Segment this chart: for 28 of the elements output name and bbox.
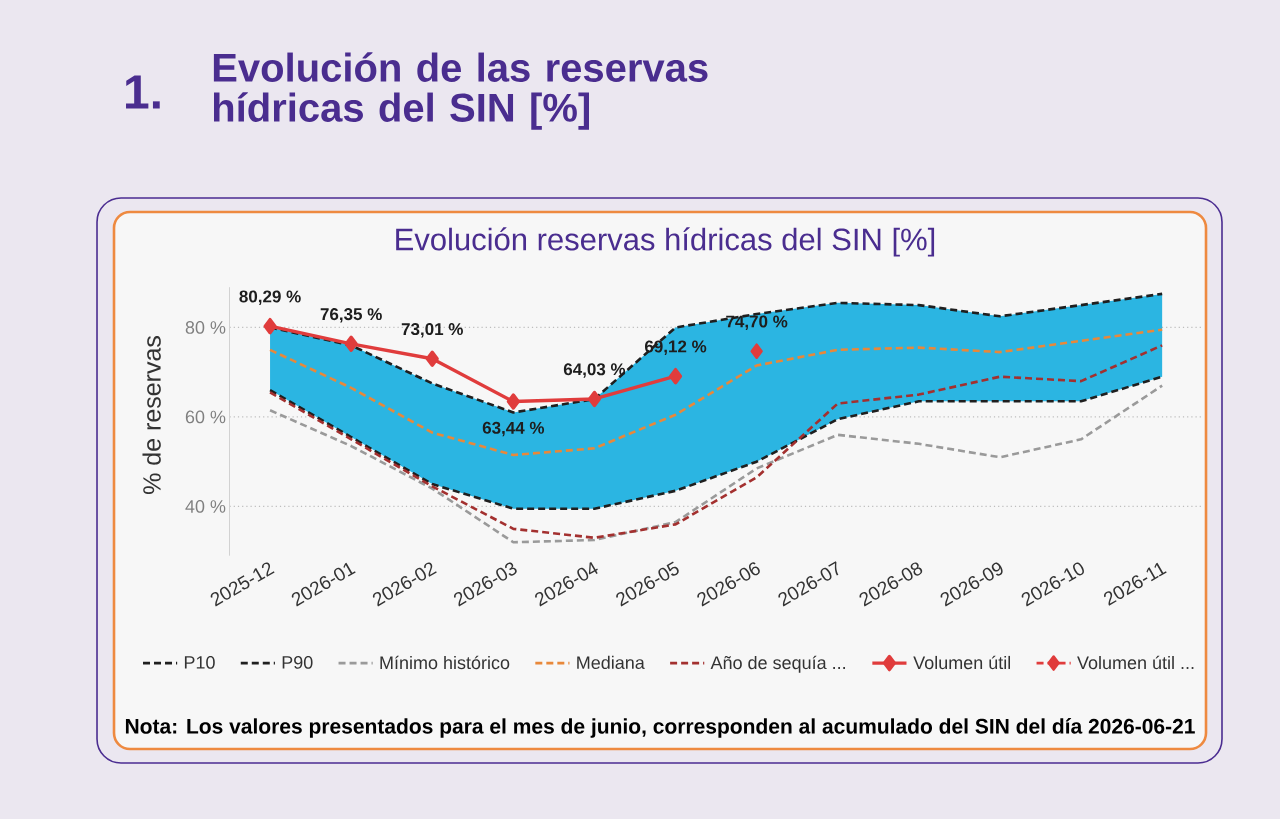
chart-title: Evolución de las reservas hídricas del SIN [%] [213,52,708,130]
point [750,343,763,359]
legend-label: Volumen útil [913,655,1011,670]
point [425,350,439,367]
legend-label: Año de sequía ... [710,655,845,673]
point [587,390,602,408]
data-label: 63,44 % [482,421,545,437]
y-axis-title: % de reservas [142,336,161,494]
legend-label: P10 [184,656,215,669]
data-label: 73,01 % [401,323,463,338]
point [506,393,520,410]
legend-label: Mediana [577,655,645,670]
point [344,335,358,352]
data-label: 74,70 % [726,315,788,330]
data-label: 76,35 % [320,308,382,323]
text: 1. [126,75,160,109]
legend-label: Mínimo histórico [380,655,510,670]
text: Nota: Los valores presentados para el mes de junio, corresponden al acumulado del SIN del día 2026-06-21 [125,718,1195,738]
point [668,367,683,385]
y-tick-label: 40 % [185,500,226,513]
y-tick-label: 80 % [185,321,226,334]
legend-label: P90 [282,656,313,669]
data-label: 80,29 % [239,290,301,305]
point [263,317,277,335]
legend-label: Volumen útil ... [1077,655,1194,670]
line-series [268,384,1164,544]
chart-subtitle: Evolución reservas hídricas del SIN [%] [396,227,935,257]
y-tick-label: 60 % [185,410,226,424]
